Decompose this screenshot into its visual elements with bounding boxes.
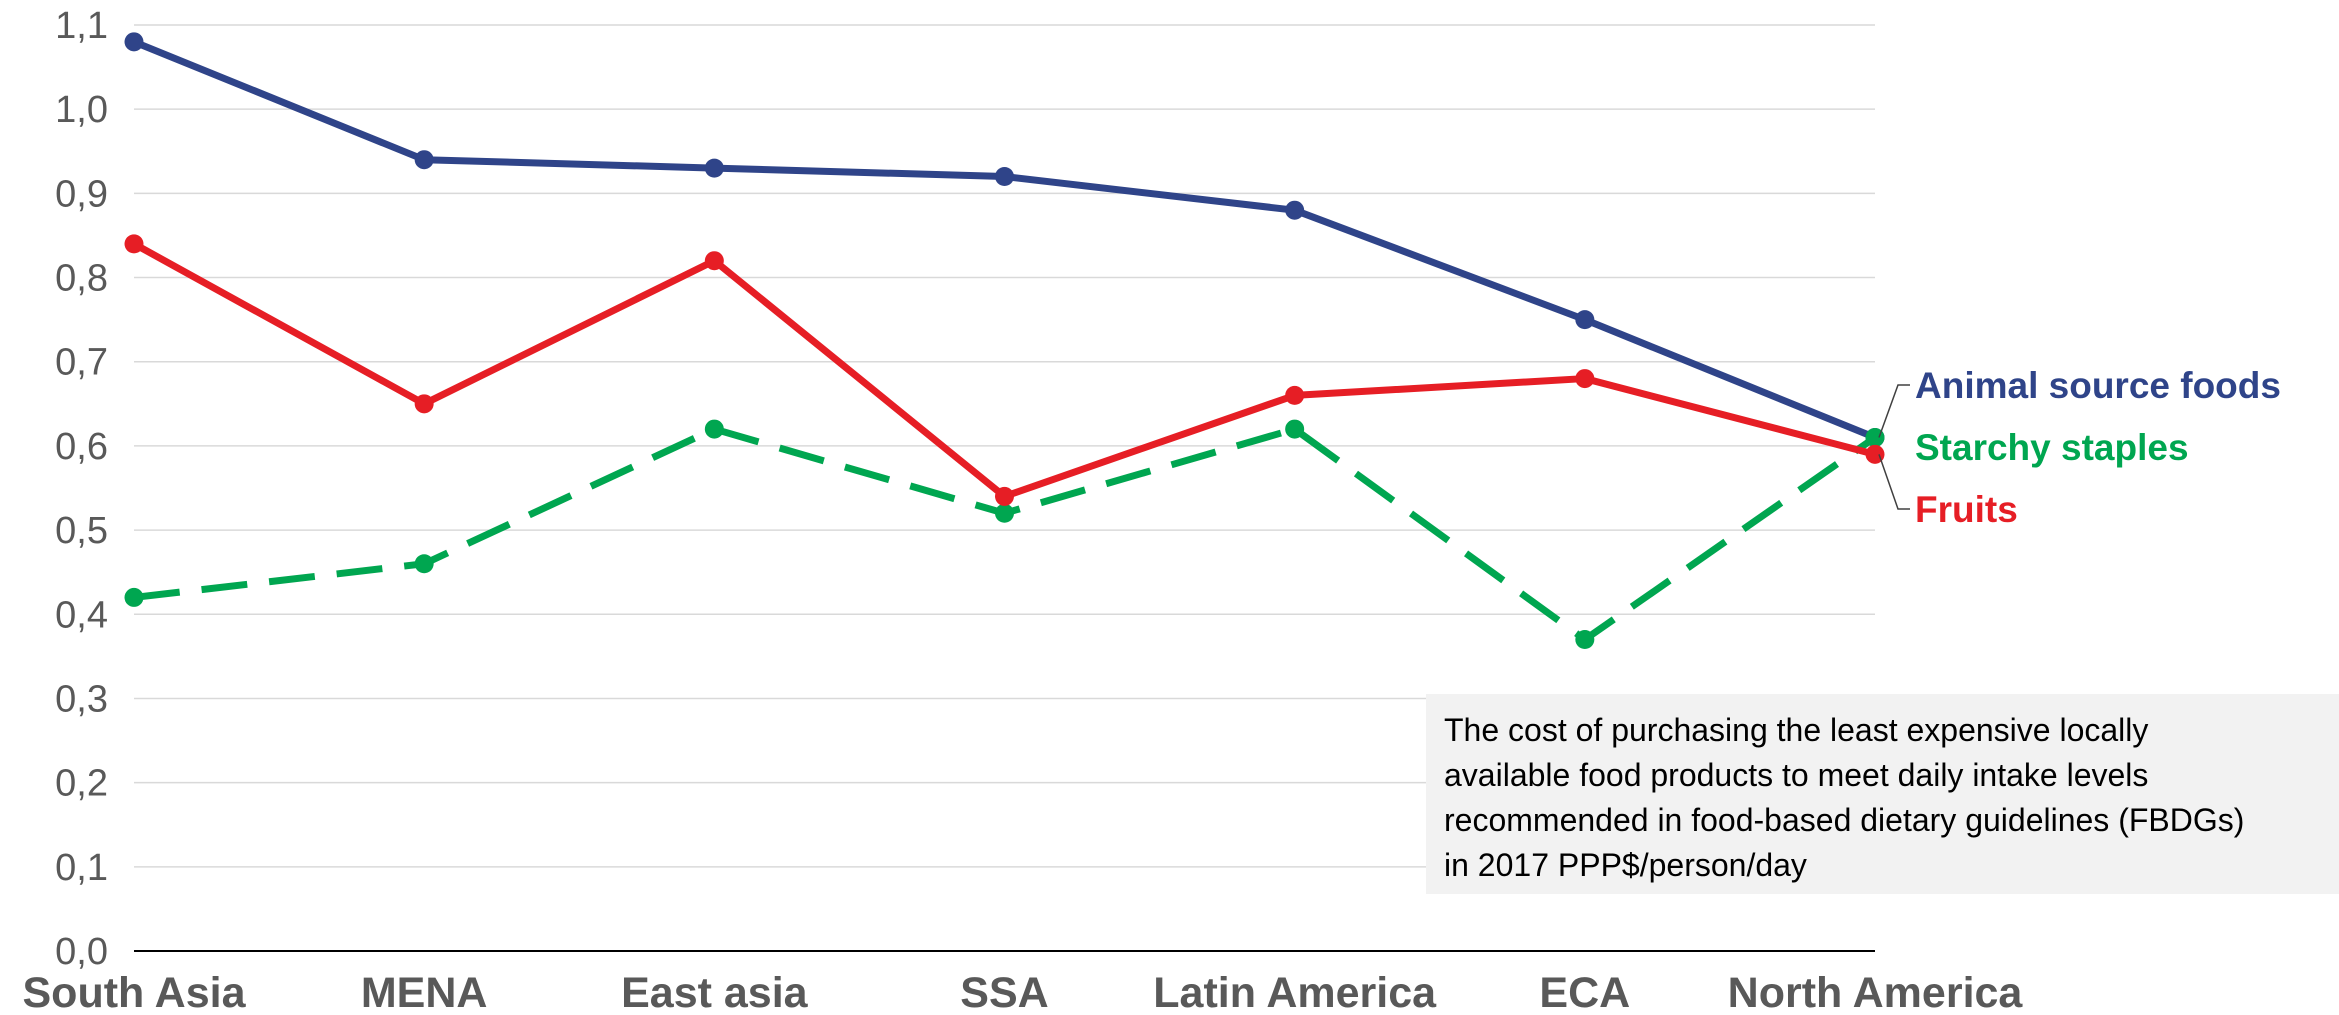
- data-point-animal-source-foods: [1285, 200, 1305, 220]
- data-point-fruits: [1865, 444, 1885, 464]
- series-line-fruits: [132, 240, 1876, 500]
- annotation-text: The cost of purchasing the least expensi…: [1444, 712, 2245, 883]
- data-point-starchy-staples: [414, 554, 434, 574]
- y-tick-label: 0,9: [55, 173, 108, 215]
- data-point-fruits: [704, 251, 724, 271]
- data-point-animal-source-foods: [414, 150, 434, 170]
- y-tick-label: 0,6: [55, 426, 108, 468]
- series-labels: Animal source foods Starchy staples Fruits: [1878, 365, 2281, 530]
- y-tick-label: 0,5: [55, 510, 108, 552]
- y-tick-label: 0,3: [55, 678, 108, 720]
- data-point-fruits: [124, 234, 144, 254]
- data-point-starchy-staples: [1285, 419, 1305, 439]
- series-line-animal-source-foods: [132, 38, 1877, 441]
- data-point-animal-source-foods: [1575, 310, 1595, 330]
- annotation-box: The cost of purchasing the least expensi…: [1426, 694, 2339, 894]
- data-point-fruits: [995, 486, 1014, 506]
- x-tick-label: North America: [1728, 969, 2024, 1015]
- y-tick-label: 0,0: [55, 931, 108, 973]
- data-point-starchy-staples: [1865, 427, 1885, 447]
- data-point-animal-source-foods: [124, 32, 144, 52]
- series-lines: [124, 32, 1885, 650]
- series-line-starchy-staples: [133, 425, 1877, 644]
- data-point-animal-source-foods: [995, 167, 1014, 187]
- x-tick-label: East asia: [621, 969, 809, 1015]
- data-point-fruits: [414, 394, 434, 414]
- data-point-starchy-staples: [995, 503, 1014, 523]
- leader-line: [1878, 454, 1910, 510]
- x-tick-label: South Asia: [23, 969, 247, 1015]
- x-tick-label: SSA: [960, 969, 1048, 1015]
- data-point-animal-source-foods: [704, 158, 724, 178]
- data-point-starchy-staples: [704, 419, 724, 439]
- x-axis-ticks: South Asia MENA East asia SSA Latin America E…: [23, 969, 2024, 1015]
- y-tick-label: 1,1: [55, 5, 108, 47]
- series-label-animal-source-foods: Animal source foods: [1915, 365, 2281, 406]
- gridlines: [134, 24, 1875, 952]
- x-tick-label: MENA: [361, 969, 488, 1015]
- series-label-starchy-staples: Starchy staples: [1915, 427, 2189, 468]
- series-label-fruits: Fruits: [1915, 489, 2018, 530]
- data-point-starchy-staples: [124, 587, 144, 607]
- y-tick-label: 0,2: [55, 763, 108, 805]
- y-axis-ticks: 0,0 0,1 0,2 0,3 0,4 0,5 0,6 0,7 0,8 0,9 1,0 1,1: [55, 5, 108, 973]
- data-point-starchy-staples: [1575, 630, 1595, 650]
- y-tick-label: 1,0: [55, 89, 108, 131]
- x-tick-label: ECA: [1539, 969, 1630, 1015]
- y-tick-label: 0,8: [55, 258, 108, 300]
- data-point-fruits: [1575, 369, 1595, 389]
- y-tick-label: 0,7: [55, 342, 108, 384]
- x-tick-label: Latin America: [1153, 969, 1437, 1015]
- y-tick-label: 0,4: [55, 594, 108, 636]
- leader-line: [1878, 384, 1910, 438]
- data-point-fruits: [1285, 385, 1305, 405]
- y-tick-label: 0,1: [55, 847, 108, 889]
